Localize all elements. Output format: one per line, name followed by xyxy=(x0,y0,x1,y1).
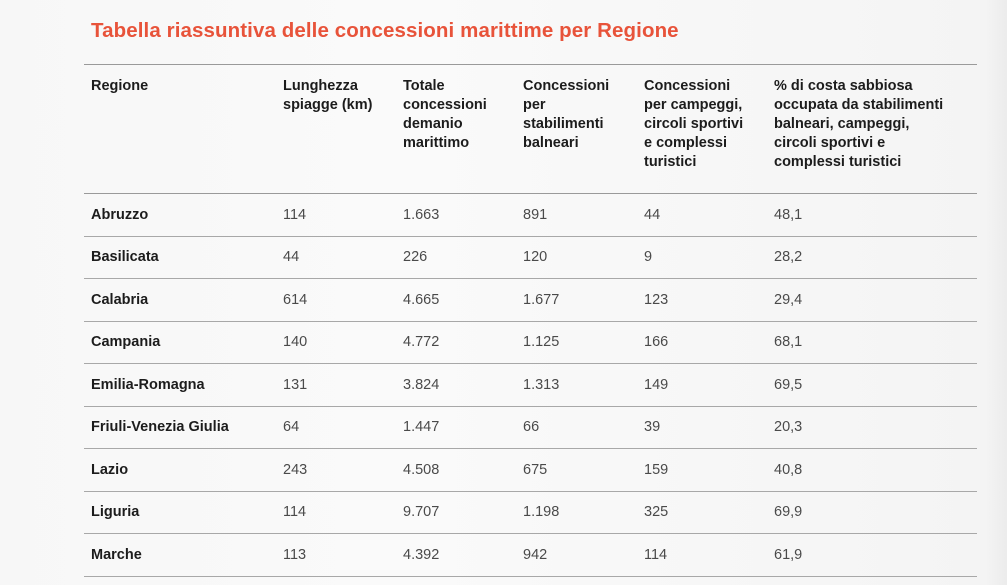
page-edge-shadow xyxy=(985,0,1007,585)
cell-lunghezza: 113 xyxy=(283,546,307,563)
cell-stabilimenti: 1.198 xyxy=(523,504,560,521)
cell-totale: 4.392 xyxy=(403,546,440,563)
cell-lunghezza: 114 xyxy=(283,504,307,521)
cell-regione: Emilia-Romagna xyxy=(91,376,205,393)
cell-lunghezza: 140 xyxy=(283,334,308,351)
cell-totale: 1.447 xyxy=(403,419,440,436)
cell-stabilimenti: 1.125 xyxy=(523,334,560,351)
cell-campeggi: 9 xyxy=(644,249,653,266)
cell-campeggi: 44 xyxy=(644,206,661,223)
cell-regione: Calabria xyxy=(91,291,149,308)
cell-regione: Abruzzo xyxy=(91,206,149,223)
page-title: Tabella riassuntiva delle concessioni ma… xyxy=(91,19,679,42)
cell-percentuale: 29,4 xyxy=(774,291,803,308)
cell-lunghezza: 114 xyxy=(283,206,307,223)
cell-regione: Lazio xyxy=(91,461,129,478)
cell-regione: Liguria xyxy=(91,504,140,521)
cell-campeggi: 149 xyxy=(644,376,669,393)
cell-totale: 4.772 xyxy=(403,334,440,351)
table-row: Campania 140 4.772 1.125 166 68,1 xyxy=(84,321,977,364)
cell-totale: 1.663 xyxy=(403,206,440,223)
cell-stabilimenti: 1.677 xyxy=(523,291,560,308)
table-row: Marche 113 4.392 942 114 61,9 xyxy=(84,534,977,576)
cell-stabilimenti: 675 xyxy=(523,461,548,478)
cell-regione: Friuli-Venezia Giulia xyxy=(91,419,229,436)
cell-campeggi: 123 xyxy=(644,291,669,308)
cell-campeggi: 159 xyxy=(644,461,669,478)
cell-campeggi: 114 xyxy=(644,546,668,563)
column-header-totale-concessioni: Totale concessioni demanio marittimo xyxy=(396,65,516,194)
column-header-label: Concessioni per stabilimenti balneari xyxy=(523,78,610,151)
column-header-label: Totale concessioni demanio marittimo xyxy=(403,78,487,151)
cell-campeggi: 166 xyxy=(644,334,669,351)
cell-percentuale: 28,2 xyxy=(774,249,803,266)
cell-lunghezza: 64 xyxy=(283,419,300,436)
table-row: Lazio 243 4.508 675 159 40,8 xyxy=(84,449,977,491)
cell-stabilimenti: 66 xyxy=(523,419,540,436)
column-header-label: % di costa sabbiosa occupata da stabilim… xyxy=(774,78,944,170)
cell-lunghezza: 243 xyxy=(283,461,308,478)
cell-campeggi: 39 xyxy=(644,419,661,436)
concessions-table: Regione Lunghezza spiagge (km) Totale co… xyxy=(84,64,977,577)
cell-totale: 4.665 xyxy=(403,291,440,308)
cell-totale: 3.824 xyxy=(403,376,440,393)
table-row: Liguria 114 9.707 1.198 325 69,9 xyxy=(84,491,977,534)
cell-totale: 226 xyxy=(403,249,428,266)
table-row: Calabria 614 4.665 1.677 123 29,4 xyxy=(84,279,977,321)
table-row: Abruzzo 114 1.663 891 44 48,1 xyxy=(84,194,977,236)
column-header-label: Lunghezza spiagge (km) xyxy=(283,78,373,113)
table-row: Emilia-Romagna 131 3.824 1.313 149 69,5 xyxy=(84,364,977,406)
cell-stabilimenti: 120 xyxy=(523,249,548,266)
cell-regione: Basilicata xyxy=(91,249,159,266)
cell-percentuale: 68,1 xyxy=(774,334,803,351)
cell-percentuale: 69,9 xyxy=(774,504,803,521)
cell-stabilimenti: 942 xyxy=(523,546,548,563)
cell-percentuale: 48,1 xyxy=(774,206,803,223)
cell-totale: 9.707 xyxy=(403,504,440,521)
column-header-regione: Regione xyxy=(84,65,276,194)
column-header-concessioni-campeggi: Concessioni per campeggi, circoli sporti… xyxy=(637,65,767,194)
column-header-concessioni-stabilimenti: Concessioni per stabilimenti balneari xyxy=(516,65,637,194)
cell-percentuale: 61,9 xyxy=(774,546,803,563)
cell-percentuale: 40,8 xyxy=(774,461,803,478)
cell-lunghezza: 44 xyxy=(283,249,300,266)
cell-percentuale: 20,3 xyxy=(774,419,803,436)
cell-lunghezza: 614 xyxy=(283,291,308,308)
column-header-label: Concessioni per campeggi, circoli sporti… xyxy=(644,78,744,170)
cell-regione: Campania xyxy=(91,334,161,351)
column-header-percentuale-costa: % di costa sabbiosa occupata da stabilim… xyxy=(767,65,977,194)
cell-regione: Marche xyxy=(91,546,142,563)
cell-campeggi: 325 xyxy=(644,504,669,521)
cell-totale: 4.508 xyxy=(403,461,440,478)
cell-percentuale: 69,5 xyxy=(774,376,803,393)
table-header-row: Regione Lunghezza spiagge (km) Totale co… xyxy=(84,64,977,194)
cell-lunghezza: 131 xyxy=(283,376,308,393)
table-row: Basilicata 44 226 120 9 28,2 xyxy=(84,236,977,279)
cell-stabilimenti: 1.313 xyxy=(523,376,560,393)
table-row: Friuli-Venezia Giulia 64 1.447 66 39 20,… xyxy=(84,406,977,449)
cell-stabilimenti: 891 xyxy=(523,206,548,223)
column-header-lunghezza-spiagge: Lunghezza spiagge (km) xyxy=(276,65,396,194)
column-header-label: Regione xyxy=(91,78,149,94)
